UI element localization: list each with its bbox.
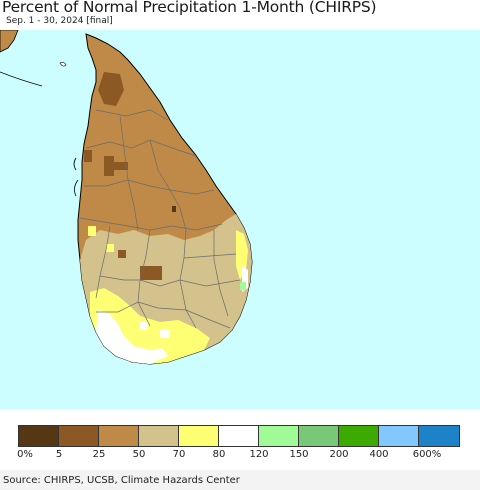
legend-label: 70 <box>172 449 186 460</box>
footer-band <box>0 470 480 490</box>
legend-swatch <box>59 426 99 446</box>
legend-swatch <box>19 426 59 446</box>
zone-70-80-patch <box>88 226 96 236</box>
zone-80-120-patch <box>140 322 148 330</box>
legend-label: 400 <box>369 449 389 460</box>
legend-swatch <box>259 426 299 446</box>
map-panel <box>0 30 480 409</box>
map-subtitle: Sep. 1 - 30, 2024 [final] <box>6 16 113 26</box>
legend-label: 25 <box>92 449 106 460</box>
island <box>59 62 67 67</box>
zone-0-5-patch <box>172 206 176 212</box>
zone-70-80-patch <box>106 244 114 252</box>
zone-5-25-patch <box>104 156 120 176</box>
coastline-detail <box>73 157 77 171</box>
legend-label: 120 <box>249 449 269 460</box>
legend-label: 80 <box>212 449 226 460</box>
legend-label: 200 <box>329 449 349 460</box>
legend-swatch <box>219 426 259 446</box>
source-credit: Source: CHIRPS, UCSB, Climate Hazards Ce… <box>3 475 240 486</box>
zone-5-25-patch <box>84 150 92 162</box>
legend-swatch <box>99 426 139 446</box>
legend-label: 50 <box>132 449 146 460</box>
zone-5-25-patch <box>118 250 126 258</box>
ocean <box>0 30 480 409</box>
legend-swatch <box>139 426 179 446</box>
district-boundaries <box>79 109 241 329</box>
legend-swatch <box>379 426 419 446</box>
legend-swatch <box>339 426 379 446</box>
zone-5-25-patch <box>140 266 162 280</box>
legend-label: 0% <box>17 449 33 460</box>
coastline-detail <box>74 179 79 197</box>
precipitation-map <box>0 30 480 409</box>
legend-swatch <box>179 426 219 446</box>
legend-color-bar <box>18 425 460 447</box>
legend-labels: 0% 5 25 50 70 80 120 150 200 400 600% <box>0 449 480 463</box>
zone-5-25-north <box>98 72 124 106</box>
map-title: Percent of Normal Precipitation 1-Month … <box>2 0 377 16</box>
legend-swatch <box>419 426 459 446</box>
mainland-india-coast <box>0 30 19 53</box>
legend-label: 150 <box>289 449 309 460</box>
zone-80-120 <box>96 310 168 364</box>
legend-label: 600% <box>412 449 442 460</box>
coastline-segment <box>0 71 43 87</box>
zone-80-120-patch <box>160 330 170 338</box>
legend-swatch <box>299 426 339 446</box>
zone-70-80-east <box>236 230 248 280</box>
legend-label: 5 <box>55 449 63 460</box>
zone-120-150-patch <box>240 282 246 290</box>
